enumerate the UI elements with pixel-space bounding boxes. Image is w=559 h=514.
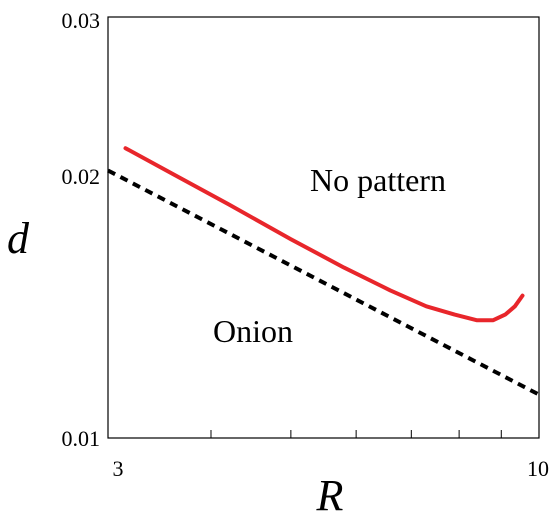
y-axis-title: d [7,214,30,263]
x-tick-label-10: 10 [527,456,549,481]
y-tick-label-0.02: 0.02 [62,164,101,189]
x-minor-ticks [210,430,502,438]
dashed-boundary-line [107,168,540,397]
x-tick-label-3: 3 [113,456,124,481]
x-axis-title: R [316,471,344,514]
y-tick-label-0.03: 0.03 [62,8,101,33]
red-boundary-curve [123,146,525,323]
plot-frame [107,16,540,439]
y-tick-label-0.01: 0.01 [62,426,101,451]
annotation-no-pattern: No pattern [310,162,446,198]
series-layer [107,146,540,397]
annotation-onion: Onion [213,313,293,349]
